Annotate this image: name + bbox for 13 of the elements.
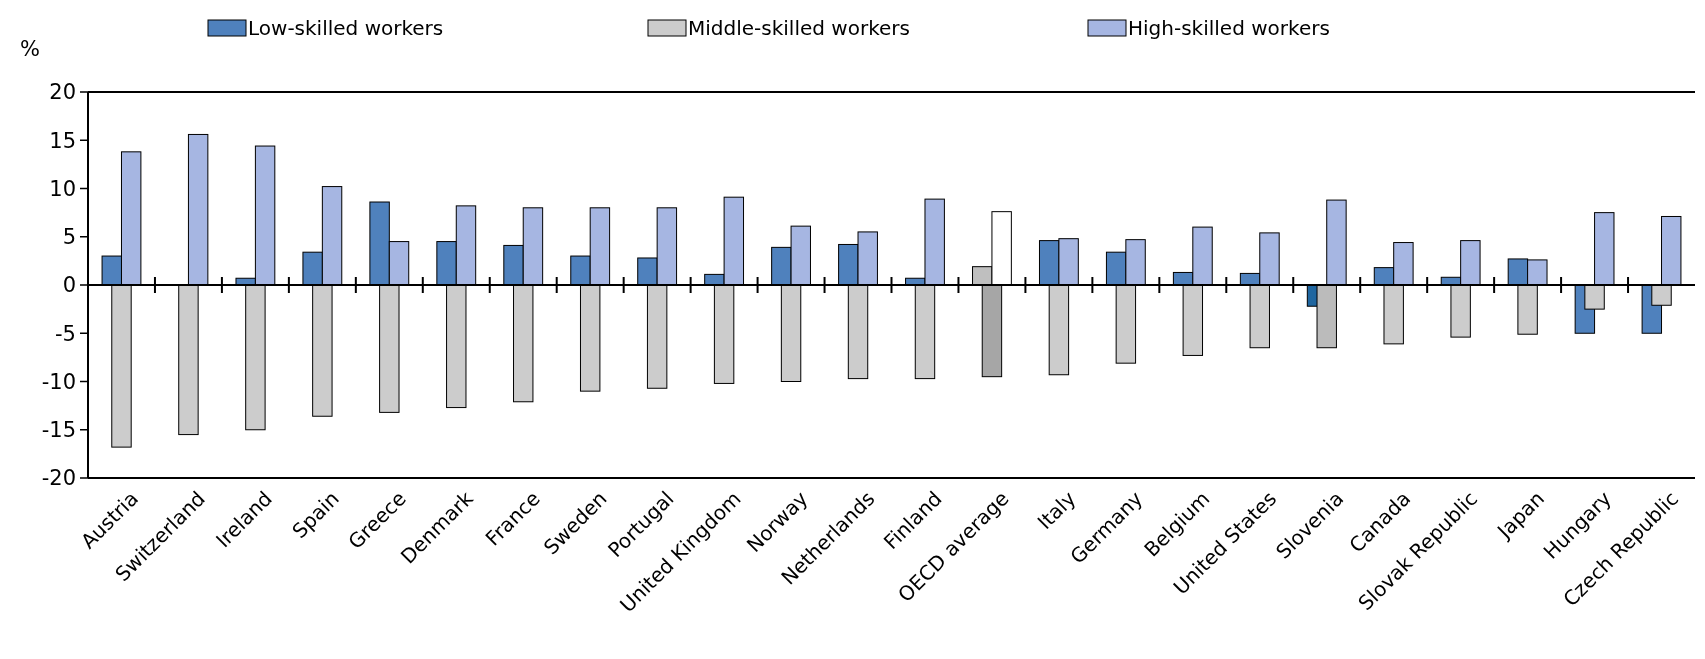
- y-axis-title: %: [20, 37, 40, 61]
- y-tick-label: -10: [41, 369, 76, 394]
- y-tick-label: 15: [49, 128, 76, 153]
- y-tick-label: -15: [41, 418, 76, 443]
- y-tick-label: 10: [49, 176, 76, 201]
- y-tick-label: 0: [62, 273, 76, 298]
- y-tick-label: -5: [55, 321, 76, 346]
- y-tick-label: 20: [49, 80, 76, 105]
- y-tick-label: -20: [41, 466, 76, 491]
- legend-label: High-skilled workers: [1128, 16, 1330, 40]
- y-tick-label: 5: [62, 225, 76, 250]
- legend-label: Low-skilled workers: [248, 16, 444, 40]
- legend-label: Middle-skilled workers: [688, 16, 910, 40]
